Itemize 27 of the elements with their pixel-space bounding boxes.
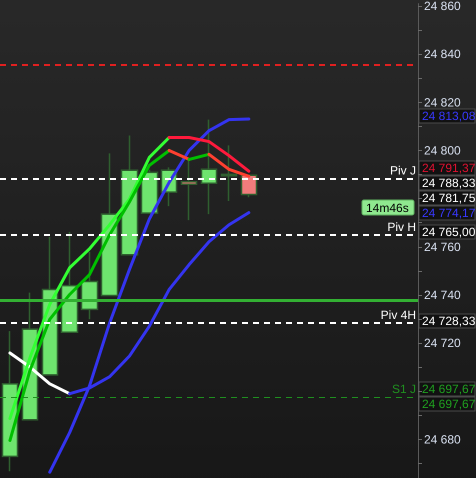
text: 24 791,37 xyxy=(422,161,476,175)
y-tick-label: 24 800 xyxy=(424,143,462,158)
ref-line-label: Piv J xyxy=(390,164,416,178)
text: 24 697,67 xyxy=(422,397,476,411)
y-tick-label: 24 820 xyxy=(424,95,462,110)
text: 24 781,75 xyxy=(422,191,476,205)
text: 24 765,00 xyxy=(422,225,476,239)
ref-line-label: S1 J xyxy=(392,382,416,396)
text: 24 774,17 xyxy=(422,206,476,220)
line-series xyxy=(48,117,250,474)
text: 24 728,33 xyxy=(422,314,476,328)
y-tick-label: 24 840 xyxy=(424,47,462,62)
candlestick xyxy=(180,158,198,221)
line-series xyxy=(168,136,250,173)
y-tick-label: 24 860 xyxy=(424,0,462,13)
y-tick-label: 24 680 xyxy=(424,432,462,446)
y-tick-label: 24 740 xyxy=(424,288,462,302)
text: 24 788,33 xyxy=(422,176,476,190)
candlestick xyxy=(220,144,238,202)
y-tick-label: 24 760 xyxy=(424,240,462,254)
ref-line-label: Piv 4H xyxy=(380,308,416,322)
annotation: 14m46s xyxy=(366,201,409,215)
text: 24 697,67 xyxy=(422,382,476,396)
candlestick xyxy=(200,118,218,215)
text: 24 813,08 xyxy=(422,109,476,123)
y-tick-label: 24 720 xyxy=(424,336,462,350)
ref-line-label: Piv H xyxy=(387,220,416,234)
